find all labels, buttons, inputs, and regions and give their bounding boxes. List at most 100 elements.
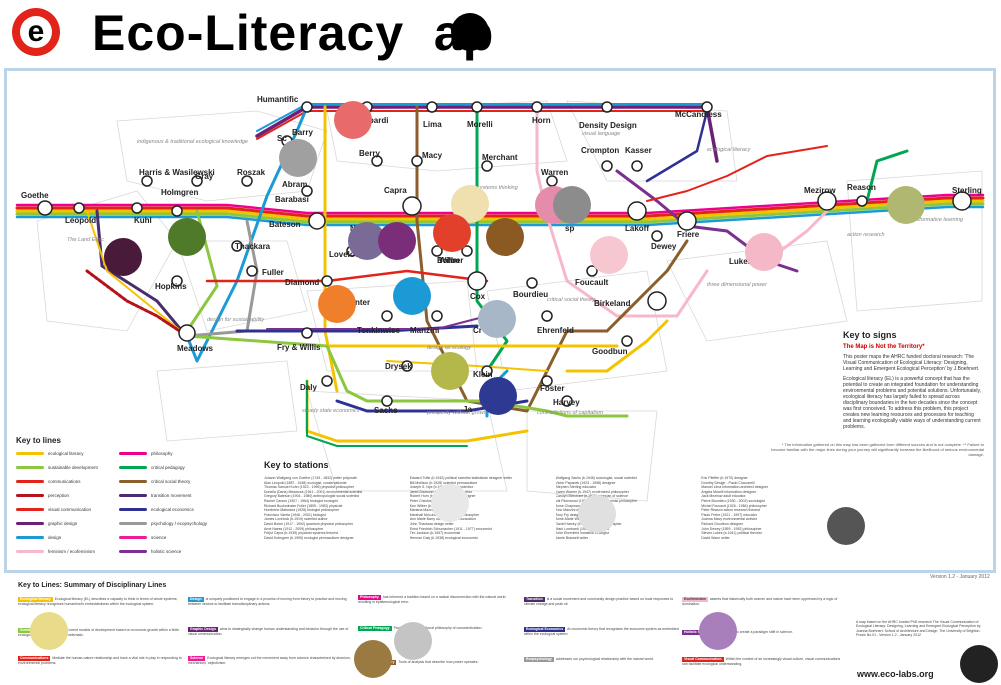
summary-p8: Critical Pedagogy Paulo Freire's educatio… bbox=[358, 626, 518, 631]
key-line-label: graphic design bbox=[48, 521, 78, 526]
label-klein: Klein bbox=[473, 370, 493, 379]
occlusion-dot bbox=[478, 300, 516, 338]
station-warren bbox=[546, 175, 558, 187]
occlusion-dot bbox=[479, 377, 517, 415]
summary-p5-text: aims to strategically change human under… bbox=[188, 627, 349, 636]
station-foster bbox=[541, 375, 553, 387]
key-line-swatch bbox=[119, 494, 147, 497]
key-lines-title: Key to lines bbox=[16, 436, 61, 445]
label-sp: sp bbox=[565, 224, 574, 233]
tag-communications: Communications bbox=[18, 656, 51, 661]
key-station-entry: Manuel Lima information architect design… bbox=[701, 485, 769, 490]
key-stations-col-2: Edward Tufte (b.1942) political scientis… bbox=[410, 476, 548, 540]
label-horn: Horn bbox=[532, 116, 551, 125]
annotation-ecolit: ecological literacy bbox=[707, 147, 752, 153]
occlusion-dot bbox=[104, 238, 142, 276]
key-station-entry: Herman Daly (b.1938) ecological economis… bbox=[409, 535, 478, 540]
key-line-item: ecological economics bbox=[119, 507, 216, 512]
occlusion-dot bbox=[553, 186, 591, 224]
station-reason bbox=[856, 195, 868, 207]
key-signs-p1: This poster maps the AHRC funded doctora… bbox=[843, 354, 980, 372]
key-line-label: holistic science bbox=[151, 549, 182, 554]
label-warren: Warren bbox=[541, 168, 568, 177]
key-lines-grid: ecological literacy philosophy sustainable… bbox=[16, 451, 216, 554]
label-drysek: Drysek bbox=[385, 362, 412, 371]
occlusion-dot bbox=[354, 640, 392, 678]
annotation-systems: systems thinking bbox=[477, 185, 519, 191]
label-foster: Foster bbox=[540, 384, 564, 393]
summary-p12: Ecopsychology addresses our psychological… bbox=[524, 657, 679, 662]
key-station-entry: James Lovelock (b.1919) scientist author bbox=[264, 517, 328, 522]
label-ja: Ja bbox=[463, 405, 472, 414]
summary-p11-text: An economic theory that recognises the e… bbox=[524, 627, 679, 636]
key-station-entry: Pierre Bourdieu (1930 - 2002) sociologis… bbox=[701, 498, 765, 503]
station-ehrenfeld bbox=[541, 310, 553, 322]
label-fuller: Fuller bbox=[262, 268, 284, 277]
key-line-label: critical pedagogy bbox=[151, 465, 185, 470]
key-signs-note: * The information gathered on this map h… bbox=[771, 442, 984, 457]
key-station-entry: Francisco Varela (1946 - 2001) biologist bbox=[264, 512, 326, 517]
key-station-entry: Tim Jackson (b.1957) economist bbox=[409, 531, 461, 536]
key-station-entry: Humberto Maturana (1928) biologist philo… bbox=[264, 508, 340, 513]
key-line-swatch bbox=[119, 480, 147, 483]
key-line-swatch bbox=[119, 522, 147, 525]
station-bourdieu bbox=[526, 277, 538, 289]
label-friere: Friere bbox=[677, 230, 700, 239]
station-bateson bbox=[308, 212, 326, 230]
tag-visual-communication: Visual Communication bbox=[682, 657, 724, 662]
occlusion-dot bbox=[279, 139, 317, 177]
key-station-entry: Aldo Leopold (1887 - 1948) ecologist, co… bbox=[264, 480, 347, 485]
key-signs-p2: Ecological literacy (EL) is a powerful c… bbox=[843, 376, 982, 430]
occlusion-dot bbox=[431, 484, 469, 522]
tag-ecopsychology: Ecopsychology bbox=[524, 657, 554, 662]
version-label: Version 1.2 - January 2012 bbox=[930, 574, 990, 580]
station-thackara bbox=[231, 240, 243, 252]
summary-p15-text: Within the context of an increasingly vi… bbox=[682, 657, 841, 666]
annotation-pwg: prosperity without growth bbox=[426, 410, 488, 416]
label-manzini: Manzini bbox=[410, 326, 439, 335]
key-line-swatch bbox=[119, 550, 147, 553]
eco-labs-logo[interactable]: e bbox=[12, 8, 60, 56]
station-kuhl bbox=[131, 202, 143, 214]
annotation-d4s: design for sustainability bbox=[207, 317, 265, 323]
page-title: Eco-Literacy ap bbox=[92, 5, 495, 61]
label-sc: Sc bbox=[277, 134, 287, 143]
occlusion-dot bbox=[378, 222, 416, 260]
station-leopold bbox=[73, 202, 85, 214]
key-station-entry: Stephen Sterling educator bbox=[555, 485, 596, 490]
label-nter: nter bbox=[355, 298, 370, 307]
key-line-label: feminism / ecofeminism bbox=[48, 549, 96, 554]
summary-p4-text: is uniquely positioned to engage in a pr… bbox=[188, 597, 347, 606]
summary-p3-text: Mediate the human-nature relationship an… bbox=[18, 656, 182, 665]
key-station-entry: Thomas Samuel Kuhn (1922 - 1996) physici… bbox=[264, 485, 355, 490]
key-line-label: philosophy bbox=[151, 451, 173, 456]
key-line-item: critical pedagogy bbox=[119, 465, 216, 470]
station-roszak bbox=[241, 175, 253, 187]
station-manzini bbox=[431, 310, 443, 322]
annotation-power: three dimensional power bbox=[707, 282, 768, 288]
key-station-entry: Peter Reason action research theorist bbox=[701, 508, 761, 513]
label-wilber: Wilber bbox=[439, 256, 463, 265]
label-dewey: Dewey bbox=[651, 242, 677, 251]
tag-transition: Transition bbox=[524, 597, 545, 602]
summary-p12-text: addresses our psychological relationship… bbox=[555, 657, 654, 661]
label-cox: Cox bbox=[470, 292, 486, 301]
station-dewey bbox=[651, 230, 663, 242]
key-station-entry: David Holmgren (b.1955) ecologist permac… bbox=[264, 535, 354, 540]
annotation-visual-language: visual language bbox=[582, 131, 620, 137]
key-station-entry: Ernst Friedrich Schumacher (1911 - 1977)… bbox=[409, 526, 492, 531]
key-station-entry: Eric Pfeiffer (b.1970) designer bbox=[701, 476, 748, 480]
key-station-entry: Mark Lombardi (1951 - 2000) artist bbox=[555, 526, 610, 531]
summary-p11: Ecological Economics An economic theory t… bbox=[524, 627, 679, 636]
label-goodbun: Goodbun bbox=[592, 347, 628, 356]
key-station-entry: Arne Naess (1912 - 2009) philosopher bbox=[264, 526, 324, 531]
label-foucault: Foucault bbox=[575, 278, 609, 287]
label-sterling: Sterling bbox=[952, 186, 982, 195]
summary-p3: Communications Mediate the human-nature r… bbox=[18, 656, 188, 665]
label-thackara: Thackara bbox=[235, 242, 271, 251]
occlusion-dot bbox=[960, 645, 998, 683]
station-wilber bbox=[461, 245, 473, 257]
key-line-swatch bbox=[119, 536, 147, 539]
station-bohm bbox=[431, 245, 443, 257]
website-link[interactable]: www.eco-labs.org bbox=[857, 669, 934, 679]
